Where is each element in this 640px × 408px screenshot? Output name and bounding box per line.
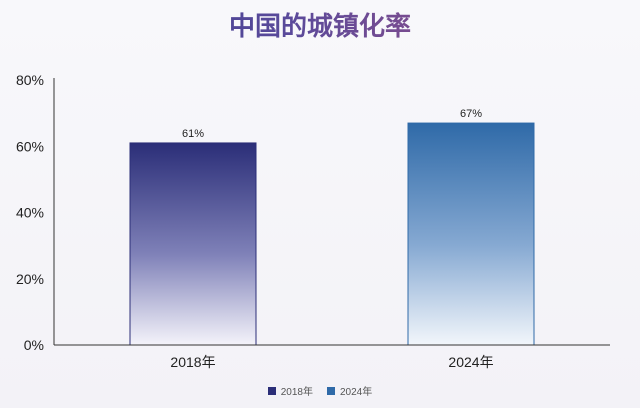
chart-legend: 2018年 2024年 xyxy=(0,383,640,398)
legend-swatch xyxy=(267,386,276,395)
y-axis: 0% 20% 40% 60% 80% xyxy=(16,72,55,353)
chart-title: 中国的城镇化率 xyxy=(0,10,640,44)
legend-label: 2018年 xyxy=(280,387,313,398)
y-tick-label: 20% xyxy=(16,271,44,287)
data-label: 67% xyxy=(460,108,482,120)
legend-swatch xyxy=(327,386,335,395)
y-tick-label: 40% xyxy=(16,205,44,221)
y-tick-label: 60% xyxy=(16,138,44,154)
bar-0 xyxy=(129,142,257,346)
bar-1 xyxy=(407,122,535,346)
y-tick-label: 0% xyxy=(24,337,44,353)
data-label: 61% xyxy=(182,128,204,140)
y-tick-label: 80% xyxy=(16,72,44,88)
x-tick-label: 2024年 xyxy=(448,354,493,370)
x-axis: 2018年 2024年 xyxy=(54,344,610,370)
bars: 61% 67% xyxy=(129,108,535,346)
legend-item: 2018年 xyxy=(267,383,313,398)
legend-item: 2024年 xyxy=(327,383,372,398)
x-tick-label: 2018年 xyxy=(170,354,215,370)
legend-label: 2024年 xyxy=(340,387,373,398)
